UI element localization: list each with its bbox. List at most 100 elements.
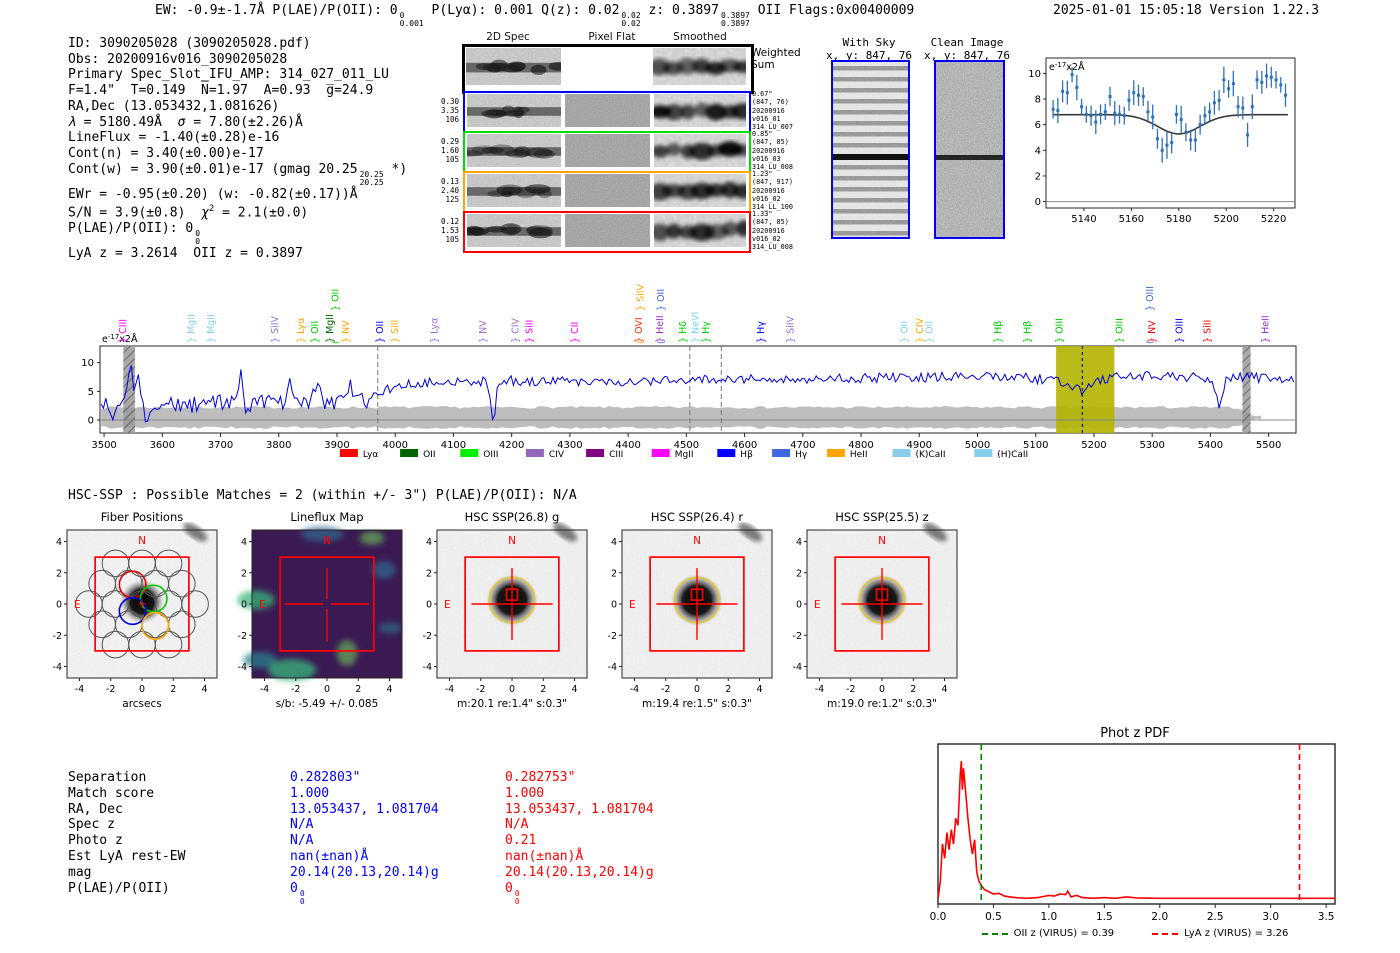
emission-line-label: } OII — [331, 289, 342, 311]
row-right-label: (847, 76) — [752, 98, 789, 107]
cutout-ytick-label: 4 — [56, 537, 62, 548]
match-label: Separation — [68, 770, 147, 785]
finder-marker — [1217, 98, 1221, 102]
stacked-fraction: 0 0.001 — [400, 12, 424, 28]
emission-line-label: } OVI — [634, 317, 645, 343]
italic-segment: σ — [177, 114, 186, 130]
cutout-xtick-label: 4 — [941, 684, 947, 695]
spec2d-flat-image — [565, 214, 650, 247]
legend-label: CIV — [549, 450, 565, 460]
row-right-label: v016_01 — [752, 114, 781, 123]
finder-marker — [1274, 78, 1278, 82]
finder-unit-label: e-17x2Å — [1049, 61, 1085, 73]
match-label: Photo z — [68, 833, 123, 849]
cutout-xtick-label: -4 — [630, 684, 639, 695]
row-left-label: 3.35 — [440, 106, 459, 115]
clean-image-title: Clean Image x, y: 847, 76 — [922, 36, 1012, 62]
north-label: N — [878, 535, 886, 547]
cutout-title: Fiber Positions — [100, 510, 184, 524]
finder-xtick-label: 5220 — [1261, 214, 1286, 225]
finder-marker — [1084, 112, 1088, 116]
photz-legend-item: OII z (VIRUS) = 0.39 — [981, 928, 1114, 939]
spec2d-column-header: Smoothed — [673, 31, 727, 43]
cutout-title: HSC SSP(25.5) z — [835, 510, 929, 524]
cutout-xtick-label: 2 — [910, 684, 916, 695]
emission-line-label: } MgII — [186, 314, 197, 343]
emission-line-label: } CIII — [118, 319, 129, 343]
info-line: EWr = -0.95(±0.20) (w: -0.82(±0.17))Å — [68, 187, 407, 203]
emission-line-label: } Hγ — [756, 321, 767, 343]
spec2d-flat-image — [565, 94, 650, 127]
cutout-ytick-label: 0 — [56, 600, 62, 611]
cutout-xtick-label: 0 — [139, 684, 145, 695]
cutout-ytick-label: -4 — [793, 662, 802, 673]
finder-marker — [1265, 74, 1269, 78]
cutout-plot-img: N E -4 -4 -2 -2 0 0 2 2 4 4 m:19.0 re:1.2" s:0.3" — [793, 522, 958, 710]
text-segment: Primary Spec_Slot_IFU_AMP: 314_027_011_L… — [68, 67, 389, 83]
match-value-catalog1: N/A — [290, 817, 314, 833]
cutout-ytick-label: 0 — [611, 600, 617, 611]
cutout-xtick-label: 4 — [571, 684, 577, 695]
cutout-xtick-label: 0 — [324, 684, 330, 695]
fiber-circle — [168, 569, 196, 598]
emission-line-label: } NV — [1147, 320, 1158, 343]
detection-info-block: ID: 3090205028 (3090205028.pdf) Obs: 2020… — [68, 36, 407, 262]
cutout-plot-fiber: N E -4 -4 -2 -2 0 0 2 2 4 4 arcsecs — [53, 522, 218, 710]
spec2d-white-image — [564, 48, 650, 85]
text-segment: 2025-01-01 15:05:18 Version 1.22.3 — [1053, 3, 1320, 18]
finder-ytick-label: 2 — [1035, 171, 1041, 182]
extraction-box — [834, 556, 930, 652]
finder-marker — [1099, 112, 1103, 116]
cutout-ytick-label: -2 — [423, 631, 432, 642]
photz-legend: OII z (VIRUS) = 0.39 LyA z (VIRUS) = 3.26 — [930, 928, 1340, 939]
spectrum-xtick-label: 4800 — [848, 440, 873, 451]
text-segment: Cont(w) = 3.90(±0.01)e-17 (gmag 20.25 — [68, 161, 358, 177]
dashed-line-sample — [981, 932, 1008, 935]
photz-pdf-curve — [937, 761, 1335, 900]
match-table-row: P(LAE)/P(OII) 0 0 0 0 0 0 — [68, 881, 720, 906]
emission-line-label: } Hγ — [701, 321, 712, 343]
legend-swatch — [772, 449, 791, 457]
spectrum-ytick-label: 0 — [88, 416, 94, 427]
row-right-label: 0.67" — [752, 90, 773, 98]
text-segment: LyA z = 3.2614 OII z = 0.3897 — [68, 246, 303, 262]
cutout-ytick-label: 4 — [796, 537, 802, 548]
header-datetime-version: 2025-01-01 15:05:18 Version 1.22.3 — [1053, 3, 1319, 18]
info-line: Obs: 20200916v016_3090205028 — [68, 52, 407, 68]
selected-fiber-circle — [118, 596, 147, 626]
info-line: RA,Dec (13.053432,1.081626) — [68, 99, 407, 115]
panel-title-line: With Sky — [842, 36, 896, 49]
emission-line-bracket: ( — [657, 340, 667, 344]
info-line: Cont(w) = 3.90(±0.01)e-17 (gmag 20.25 20.… — [68, 162, 407, 187]
withsky-title: With Sky x, y: 847, 76 — [824, 36, 914, 62]
cutout-xtick-label: 4 — [386, 684, 392, 695]
emission-line-label: } Hβ — [993, 321, 1004, 343]
spec2d-noise-image — [467, 94, 561, 127]
finder-marker — [1198, 123, 1202, 127]
finder-marker — [1113, 111, 1117, 115]
emission-line-label: } NeVI — [691, 312, 702, 343]
north-label: N — [323, 535, 331, 547]
east-label: E — [259, 599, 266, 611]
finder-marker — [1170, 141, 1174, 145]
east-label: E — [814, 599, 821, 611]
photz-legend-item: LyA z (VIRUS) = 3.26 — [1152, 928, 1288, 939]
legend-swatch — [826, 449, 845, 457]
text-segment: *) — [383, 161, 408, 177]
text-segment: Q(z): 0.02 — [541, 3, 620, 18]
weighted-sum-label-line: Sum — [751, 59, 775, 71]
cutout-xlabel: m:19.4 re:1.5" s:0.3" — [642, 698, 752, 710]
match-table-row: Spec z N/A N/A — [68, 817, 720, 833]
emission-line-label: } OIII — [1145, 286, 1156, 311]
panel-subtitle-line: x, y: 847, 76 — [825, 49, 913, 62]
italic-segment: χ — [201, 205, 209, 221]
row-right-label: 1.23" — [752, 170, 773, 178]
stack-part: 0.001 — [399, 19, 424, 28]
finder-marker — [1260, 80, 1264, 84]
masked-region-band — [1242, 346, 1251, 433]
spectrum-xtick-label: 5500 — [1256, 440, 1281, 451]
spec2d-smoothed-image — [654, 134, 746, 167]
